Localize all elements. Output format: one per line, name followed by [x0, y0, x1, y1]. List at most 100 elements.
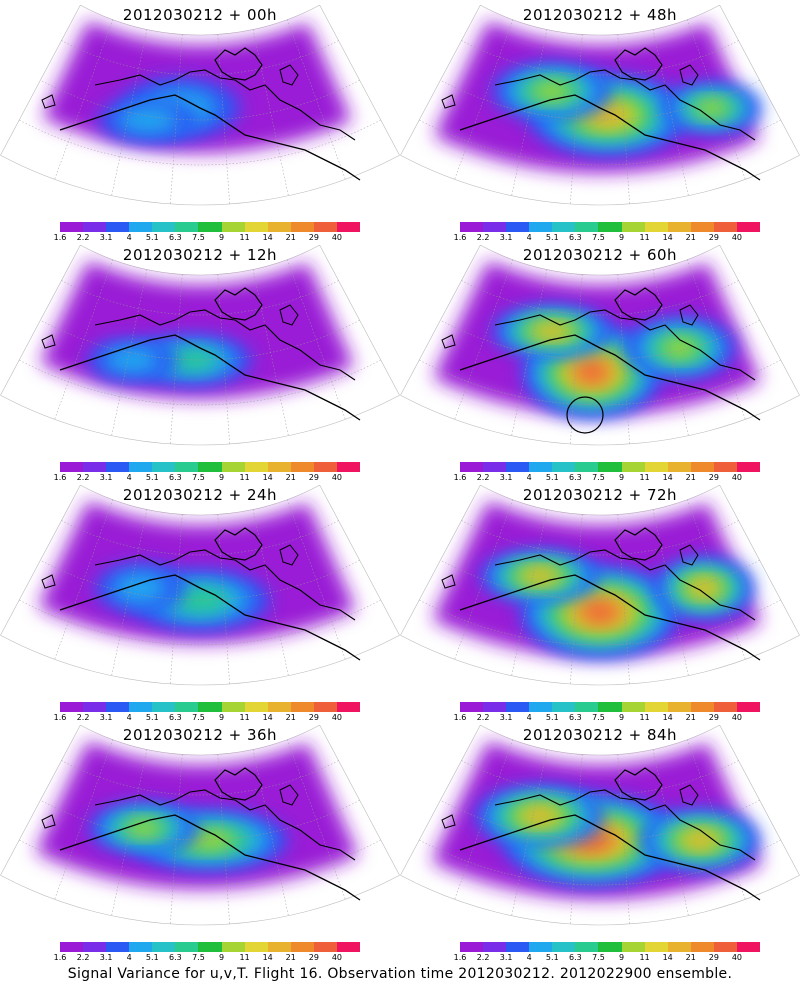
colorbar-tick-label: 1.6 [53, 473, 67, 482]
colorbar-tick-label: 3.1 [499, 233, 513, 242]
colorbar-tick-label: 11 [639, 233, 650, 242]
colorbar-tick-label: 40 [331, 953, 343, 962]
colorbar-tick-label: 40 [731, 233, 743, 242]
colorbar-swatch [244, 222, 268, 232]
coastline [94, 69, 356, 141]
colorbar-tick-label: 5.1 [145, 953, 159, 962]
coastline [494, 69, 756, 141]
colorbar-tick-label: 4 [526, 953, 532, 962]
colorbar-swatch [83, 702, 107, 712]
colorbar-tick-label: 5.1 [145, 473, 159, 482]
variance-contour [125, 819, 163, 837]
colorbar-swatch [736, 222, 761, 232]
colorbar-swatch [336, 222, 361, 232]
colorbar-swatch [690, 462, 714, 472]
colorbar-tick-label: 3.1 [99, 713, 113, 722]
coastline [94, 549, 356, 621]
colorbar-tick-label: 9 [618, 233, 625, 242]
figure-caption: Signal Variance for u,v,T. Flight 16. Ob… [67, 966, 733, 982]
colorbar-labels: 1.6 2.2 3.1 4 5.1 6.3 7.5 9 11 14 21 29 40 [54, 713, 360, 723]
variance-contour [575, 361, 609, 383]
colorbar-swatch [621, 462, 645, 472]
map-panel-84h: 2012030212 + 84h 1.6 2.2 3.1 4 5.1 6.3 7.5 9 11 1… [400, 720, 800, 962]
panel-title: 2012030212 + 72h [522, 486, 678, 504]
variance-contour [118, 106, 178, 134]
longitude-line [217, 34, 230, 204]
colorbar [460, 702, 761, 712]
colorbar-tick-label: 14 [662, 473, 673, 482]
colorbar-swatch [598, 222, 622, 232]
colorbar-swatch [152, 222, 176, 232]
panel-title: 2012030212 + 12h [122, 246, 278, 264]
coastline [59, 94, 361, 181]
longitude-line [252, 29, 289, 196]
colorbar-tick-label: 6.3 [169, 233, 182, 242]
island-outline [441, 574, 456, 589]
colorbar-swatch [336, 462, 361, 472]
colorbar-tick-label: 1.6 [53, 953, 67, 962]
colorbar-swatch [736, 702, 761, 712]
variance-contour [581, 601, 619, 623]
colorbar-tick-label: 2.2 [476, 713, 490, 722]
colorbar-tick-label: 4 [526, 713, 532, 722]
colorbar-tick-label: 11 [239, 953, 250, 962]
island-outline [214, 287, 263, 321]
longitude-line [111, 509, 148, 676]
longitude-line [170, 754, 183, 924]
colorbar-tick-label: 1.6 [453, 233, 467, 242]
colorbar-swatch [598, 462, 622, 472]
colorbar-tick-label: 9 [618, 473, 625, 482]
colorbar-swatch [129, 462, 153, 472]
longitude-line [454, 19, 514, 180]
colorbar-tick-label: 7.5 [592, 953, 605, 962]
longitude-line [454, 499, 514, 660]
colorbar-swatch [152, 942, 176, 952]
panel-title: 2012030212 + 48h [522, 6, 678, 24]
colorbar-tick-label: 29 [708, 473, 719, 482]
longitude-line [286, 499, 346, 660]
island-outline [214, 767, 263, 801]
colorbar [460, 222, 761, 232]
colorbar-tick-label: 3.1 [99, 953, 113, 962]
colorbar-tick-label: 2.2 [76, 953, 90, 962]
colorbar-swatch [313, 702, 337, 712]
longitude-line [217, 754, 230, 924]
colorbar-swatch [529, 942, 553, 952]
longitude-line [570, 514, 583, 684]
colorbar-tick-label: 40 [331, 713, 343, 722]
colorbar-tick-label: 2.2 [476, 233, 490, 242]
colorbar-tick-label: 9 [218, 953, 225, 962]
colorbar-swatch [221, 702, 245, 712]
variance-contour [113, 573, 167, 603]
colorbar-swatch [621, 702, 645, 712]
colorbar-swatch [221, 462, 245, 472]
colorbar-swatch [506, 942, 530, 952]
longitude-line [217, 514, 230, 684]
colorbar-swatch [83, 942, 107, 952]
colorbar-swatch [713, 702, 737, 712]
colorbar-tick-label: 11 [239, 233, 250, 242]
longitude-line [652, 749, 689, 916]
longitude-line [686, 19, 746, 180]
map-panel-24h: 2012030212 + 24h 1.6 2.2 3.1 4 5.1 6.3 7.5 9 11 1… [0, 480, 400, 723]
colorbar-swatch [60, 222, 84, 232]
longitude-line [111, 29, 148, 196]
colorbar-tick-label: 3.1 [499, 953, 513, 962]
colorbar-swatch [552, 702, 576, 712]
island-outline [41, 334, 56, 349]
longitude-line [617, 34, 630, 204]
colorbar-swatch [575, 702, 599, 712]
colorbar-swatch [267, 942, 291, 952]
colorbar-swatch [244, 702, 268, 712]
colorbar-swatch [290, 222, 314, 232]
colorbar [460, 462, 761, 472]
latitude-line [61, 520, 339, 556]
colorbar-tick-label: 21 [285, 233, 296, 242]
map-plot [400, 4, 800, 206]
colorbar-tick-label: 5.1 [145, 713, 159, 722]
colorbar-swatch [483, 222, 507, 232]
variance-contour [523, 569, 557, 583]
colorbar-swatch [60, 462, 84, 472]
variance-contour [532, 81, 572, 101]
longitude-line [286, 739, 346, 900]
